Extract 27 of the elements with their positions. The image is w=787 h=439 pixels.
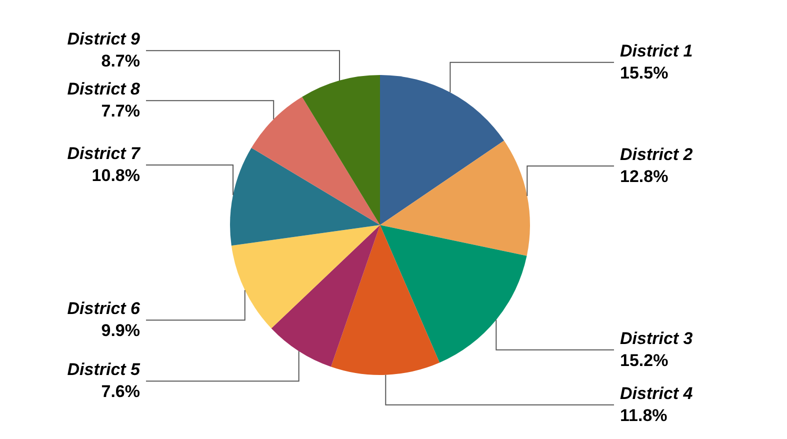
data-label: 12.8%: [620, 166, 668, 186]
pie-slice: [251, 96, 380, 225]
slice-label: District 9: [67, 30, 141, 49]
pie-slice: [380, 140, 530, 256]
slice-label: District 2: [620, 144, 694, 164]
data-label: 7.7%: [101, 102, 140, 121]
slice-label: District 8: [67, 80, 141, 99]
pie-slice: [231, 225, 380, 328]
pie-slice: [380, 75, 504, 225]
slice-label: District 7: [67, 144, 142, 164]
pie-slice: [302, 75, 380, 225]
data-label: 7.6%: [101, 382, 140, 402]
slice-label: District 1: [620, 41, 693, 60]
slice-label: District 5: [67, 360, 141, 380]
data-label: 8.7%: [101, 52, 140, 71]
pie-slice: [380, 225, 527, 363]
data-label: 15.2%: [620, 350, 668, 370]
slice-label: District 4: [620, 384, 694, 403]
data-label: 10.8%: [92, 166, 140, 186]
pie-slice: [330, 225, 440, 375]
slice-label: District 3: [620, 328, 694, 348]
data-label: 9.9%: [101, 321, 140, 340]
data-label: 11.8%: [620, 406, 668, 425]
pie-slice: [271, 225, 380, 367]
slice-label: District 6: [67, 299, 141, 318]
data-label: 15.5%: [620, 63, 668, 82]
pie-slice: [230, 148, 380, 246]
